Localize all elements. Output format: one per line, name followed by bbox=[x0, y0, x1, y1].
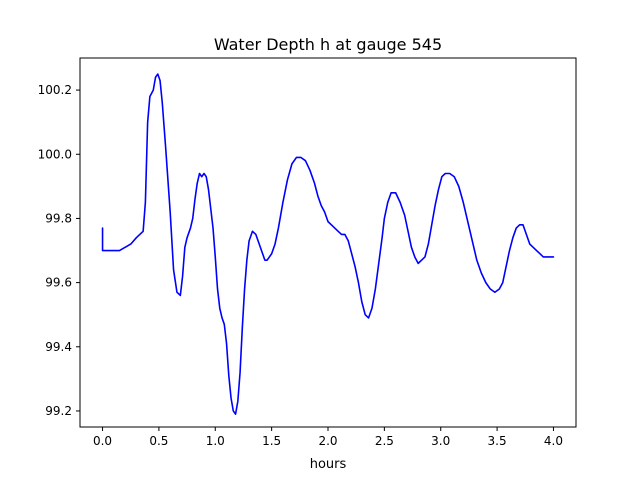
x-tick-label: 1.5 bbox=[262, 434, 281, 448]
x-tick-label: 3.0 bbox=[431, 434, 450, 448]
y-tick-label: 99.6 bbox=[45, 276, 72, 290]
y-tick-label: 100.0 bbox=[38, 147, 72, 161]
series-line-0 bbox=[101, 73, 555, 415]
axis-layer: 0.0 0.5 1.0 1.5 2.0 2.5 3.0 3.5 4.0 99.2 99.4 99.6 9… bbox=[38, 83, 563, 448]
y-tick-label: 99.2 bbox=[45, 404, 72, 418]
x-tick-label: 3.5 bbox=[488, 434, 507, 448]
plot-area-background bbox=[80, 58, 576, 427]
y-tick-label: 99.8 bbox=[45, 211, 72, 225]
x-tick-label: 2.5 bbox=[375, 434, 394, 448]
y-tick-label: 100.2 bbox=[38, 83, 72, 97]
chart-title: Water Depth h at gauge 545 bbox=[214, 35, 442, 54]
x-tick-label: 2.0 bbox=[318, 434, 337, 448]
x-tick-label: 0.0 bbox=[93, 434, 112, 448]
x-tick-label: 1.0 bbox=[206, 434, 225, 448]
plot-frame bbox=[79, 57, 577, 428]
x-axis-label: hours bbox=[310, 457, 347, 472]
series-layer bbox=[101, 73, 555, 415]
y-tick-label: 99.4 bbox=[45, 340, 72, 354]
x-tick-label: 4.0 bbox=[544, 434, 563, 448]
x-tick-label: 0.5 bbox=[149, 434, 168, 448]
